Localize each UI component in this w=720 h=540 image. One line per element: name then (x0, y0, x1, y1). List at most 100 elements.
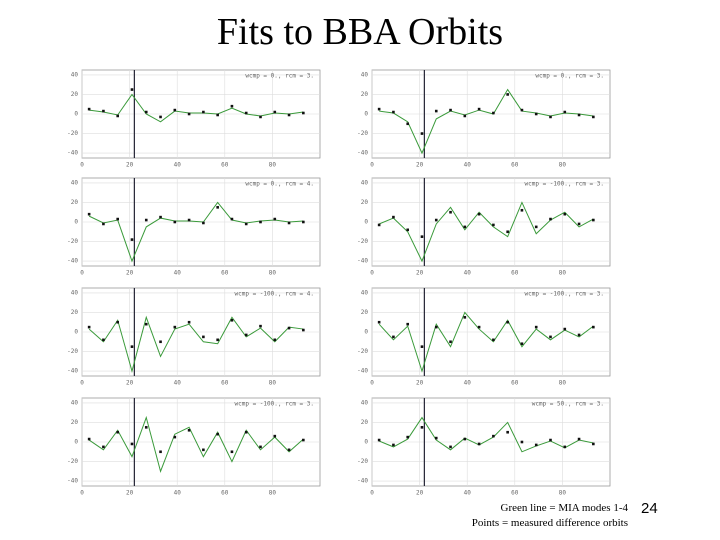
x-tick-label: 20 (126, 162, 134, 169)
y-tick-label: -20 (67, 458, 78, 465)
x-tick-label: 20 (416, 162, 424, 169)
data-point (463, 437, 467, 441)
x-tick-label: 20 (416, 380, 424, 387)
y-tick-label: -40 (67, 150, 78, 157)
data-point (592, 325, 595, 329)
data-point (549, 438, 552, 442)
plots: -40 -20 0 20 40 0 20 40 60 80 wcmp = 0., rcm = 3. -… (67, 69, 611, 497)
x-tick-label: 20 (416, 490, 424, 497)
y-tick-label: -40 (357, 150, 368, 157)
data-point (420, 132, 424, 135)
data-point (259, 445, 262, 449)
data-point (377, 438, 381, 442)
data-point (173, 435, 177, 439)
data-point (116, 217, 119, 221)
data-point (302, 438, 305, 442)
y-tick-label: 0 (74, 439, 78, 446)
data-point (492, 111, 495, 115)
data-point (406, 122, 409, 126)
x-tick-label: 80 (559, 162, 567, 169)
y-tick-label: 0 (74, 329, 78, 336)
data-point (87, 107, 91, 111)
x-tick-label: 0 (370, 162, 374, 169)
y-tick-label: -40 (357, 258, 368, 265)
x-tick-label: 40 (174, 490, 182, 497)
data-point (144, 322, 148, 326)
y-tick-label: 40 (361, 399, 369, 406)
data-point (259, 115, 262, 119)
x-tick-label: 80 (559, 380, 567, 387)
data-point (434, 325, 438, 329)
x-tick-label: 80 (269, 270, 277, 277)
data-point (492, 434, 495, 438)
data-point (506, 230, 509, 234)
panel-label: wcmp = -100., rcm = 3. (525, 291, 604, 298)
y-tick-label: -20 (67, 348, 78, 355)
data-point (130, 88, 134, 91)
data-point (259, 220, 262, 224)
data-point (116, 430, 119, 434)
data-point (577, 113, 581, 117)
data-point (506, 430, 509, 434)
y-tick-label: 20 (71, 91, 79, 98)
data-point (259, 324, 262, 328)
x-tick-label: 0 (80, 380, 84, 387)
y-tick-label: 40 (361, 179, 369, 186)
data-point (477, 212, 481, 216)
data-point (420, 345, 424, 348)
data-point (173, 325, 177, 329)
data-point (563, 445, 567, 449)
data-point (302, 220, 305, 224)
panel-label: wcmp = 0., rcm = 3. (535, 73, 604, 80)
x-tick-label: 40 (464, 162, 472, 169)
y-tick-label: 20 (71, 199, 79, 206)
y-tick-label: 0 (74, 111, 78, 118)
page-number: 24 (641, 500, 658, 517)
fit-line (378, 311, 594, 373)
data-point (377, 320, 381, 324)
data-point (202, 448, 205, 452)
y-tick-label: -20 (357, 348, 368, 355)
data-point (287, 221, 291, 225)
data-point (549, 335, 552, 339)
data-point (244, 333, 248, 337)
data-point (216, 338, 219, 342)
data-point (577, 333, 581, 337)
data-point (534, 112, 538, 116)
y-tick-label: 40 (361, 289, 369, 296)
x-tick-label: 60 (221, 162, 229, 169)
data-point (187, 320, 191, 324)
y-tick-label: 0 (364, 439, 368, 446)
data-point (173, 220, 177, 224)
data-point (230, 217, 234, 221)
data-point (563, 110, 567, 114)
data-point (87, 212, 91, 216)
y-tick-label: -20 (67, 130, 78, 137)
data-point (302, 328, 305, 332)
data-point (592, 442, 595, 446)
data-point (392, 215, 395, 219)
x-tick-label: 60 (511, 380, 519, 387)
data-point (287, 326, 291, 330)
data-point (273, 217, 277, 221)
data-point (302, 111, 305, 115)
data-point (463, 225, 467, 229)
data-point (534, 225, 538, 229)
x-tick-label: 60 (511, 162, 519, 169)
data-point (492, 223, 495, 227)
y-tick-label: 0 (364, 111, 368, 118)
fit-line (88, 415, 304, 473)
x-tick-label: 40 (174, 380, 182, 387)
data-point (563, 327, 567, 331)
data-point (434, 436, 438, 440)
y-tick-label: 40 (71, 289, 79, 296)
x-tick-label: 0 (80, 490, 84, 497)
x-tick-label: 20 (126, 270, 134, 277)
data-point (520, 208, 524, 212)
x-tick-label: 80 (269, 490, 277, 497)
data-point (116, 320, 119, 324)
x-tick-label: 80 (269, 380, 277, 387)
data-point (449, 340, 452, 344)
data-point (102, 338, 105, 342)
